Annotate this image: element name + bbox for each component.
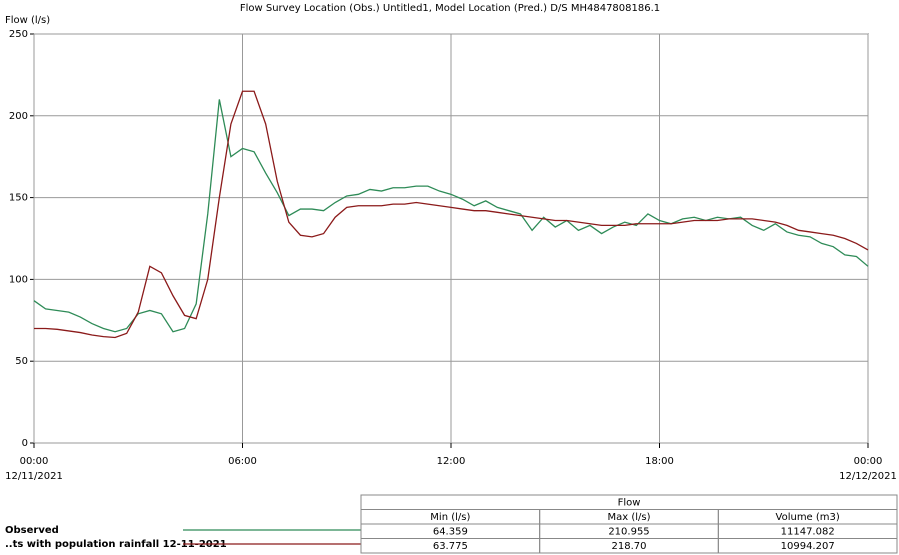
table-title: Flow: [618, 497, 641, 508]
y-tick-label: 50: [15, 356, 28, 367]
column-header: Min (l/s): [430, 512, 470, 523]
x-date-label: 12/12/2021: [839, 471, 897, 482]
y-tick-label: 0: [22, 438, 28, 449]
table-value: 64.359: [433, 526, 468, 537]
x-tick-label: 06:00: [228, 456, 257, 467]
x-tick-label: 00:00: [20, 456, 49, 467]
table-value: 10994.207: [781, 541, 835, 552]
x-tick-label: 12:00: [437, 456, 466, 467]
y-axis-label: Flow (l/s): [5, 15, 50, 26]
y-tick-label: 150: [9, 193, 28, 204]
legend-label: ..ts with population rainfall 12-11-2021: [5, 539, 227, 550]
table-value: 11147.082: [781, 526, 835, 537]
y-tick-label: 100: [9, 274, 28, 285]
x-tick-label: 18:00: [645, 456, 674, 467]
table-value: 218.70: [612, 541, 647, 552]
column-header: Volume (m3): [776, 512, 840, 523]
series-line: [34, 90, 869, 339]
y-tick-label: 250: [9, 29, 28, 40]
column-header: Max (l/s): [607, 512, 650, 523]
x-tick-label: 00:00: [854, 456, 883, 467]
y-tick-label: 200: [9, 111, 28, 122]
table-cell: [717, 538, 898, 554]
table-value: 63.775: [433, 541, 468, 552]
table-value: 210.955: [608, 526, 649, 537]
legend-label: Observed: [5, 525, 59, 536]
chart-title: Flow Survey Location (Obs.) Untitled1, M…: [240, 3, 660, 14]
x-date-label: 12/11/2021: [5, 471, 63, 482]
